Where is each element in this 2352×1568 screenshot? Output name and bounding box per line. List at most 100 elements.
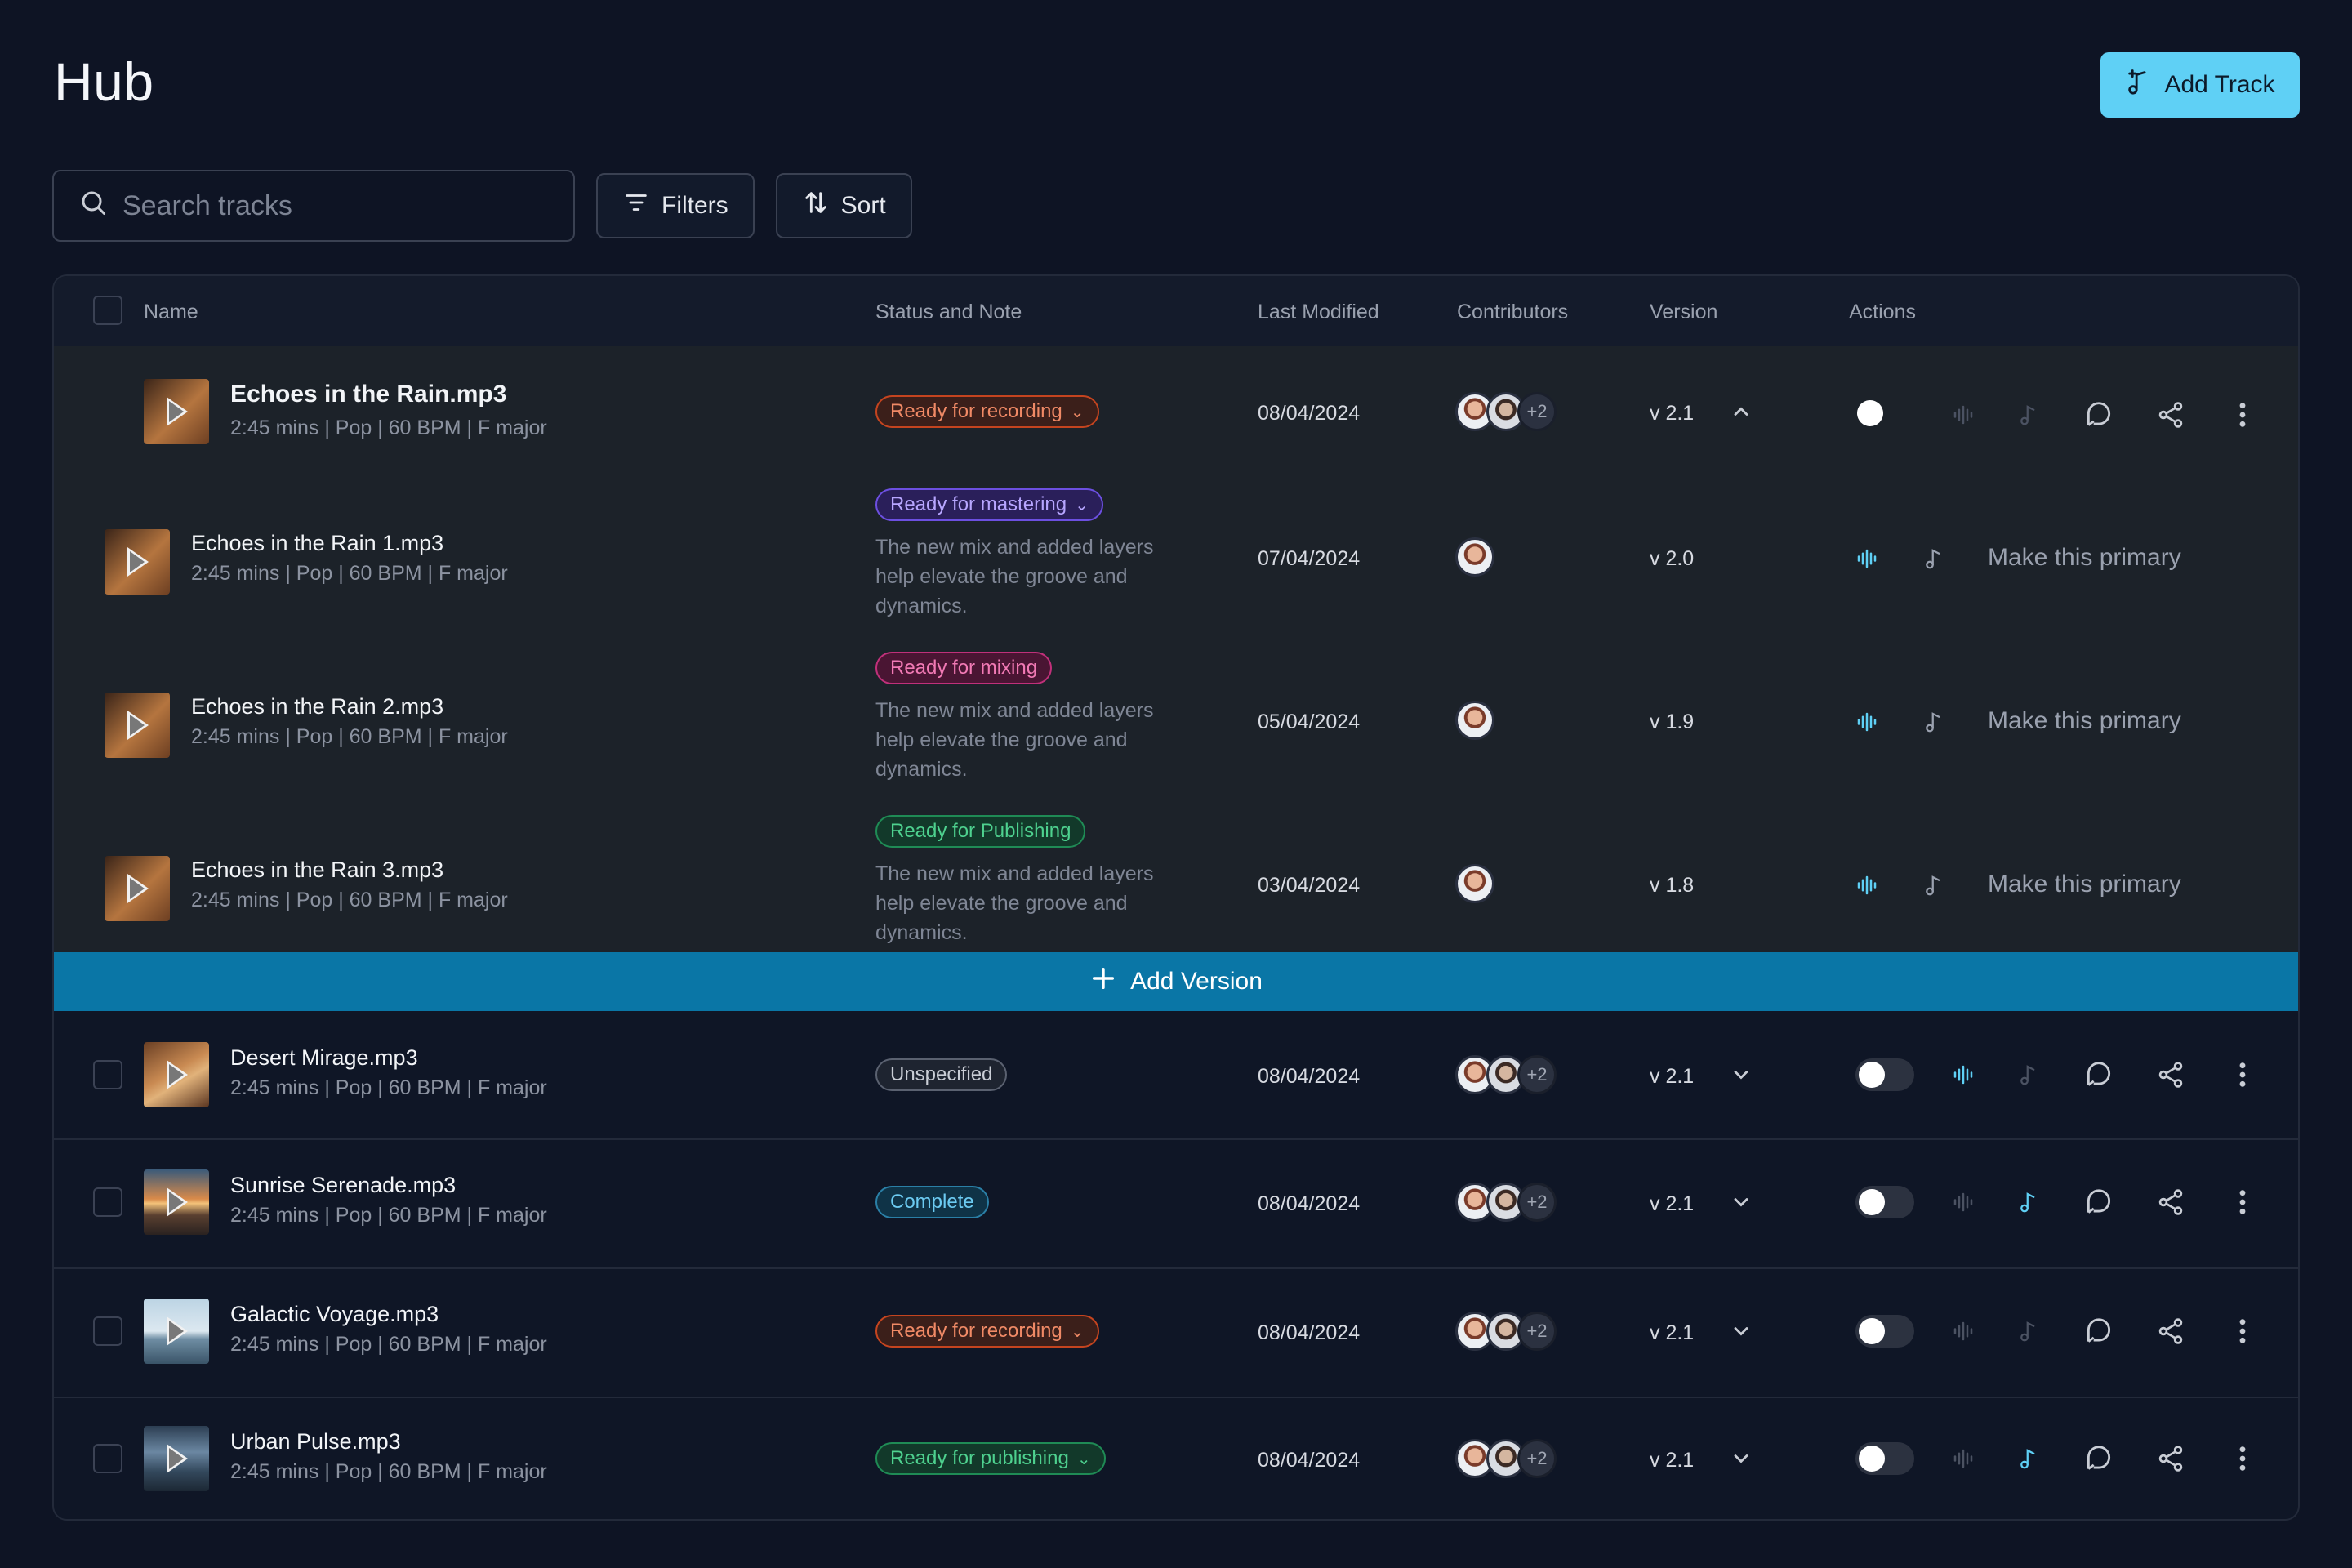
more-vertical-icon[interactable] bbox=[2226, 1441, 2259, 1477]
row-checkbox[interactable] bbox=[93, 1187, 122, 1217]
add-version-button[interactable]: Add Version bbox=[54, 952, 2298, 1011]
play-icon bbox=[127, 710, 149, 740]
table-row[interactable]: Desert Mirage.mp3 2:45 mins | Pop | 60 B… bbox=[54, 1011, 2298, 1138]
filters-button[interactable]: Filters bbox=[596, 173, 755, 238]
share-icon[interactable] bbox=[2153, 397, 2189, 433]
more-contributors-badge[interactable]: +2 bbox=[1517, 1055, 1557, 1094]
last-modified: 08/04/2024 bbox=[1258, 402, 1361, 425]
track-thumbnail[interactable] bbox=[144, 1169, 209, 1235]
track-thumbnail[interactable] bbox=[144, 1426, 209, 1491]
primary-toggle[interactable] bbox=[1855, 1058, 1914, 1091]
chevron-up-icon[interactable] bbox=[1725, 395, 1757, 428]
more-contributors-badge[interactable]: +2 bbox=[1517, 1183, 1557, 1222]
music-note-icon[interactable] bbox=[2012, 1442, 2045, 1475]
row-checkbox[interactable] bbox=[93, 1316, 122, 1346]
waveform-icon[interactable] bbox=[1851, 869, 1883, 902]
sort-label: Sort bbox=[840, 192, 886, 219]
waveform-icon[interactable] bbox=[1947, 1315, 1980, 1348]
music-note-icon[interactable] bbox=[2012, 1058, 2045, 1091]
music-note-icon[interactable] bbox=[2012, 399, 2045, 431]
track-thumbnail[interactable] bbox=[144, 1042, 209, 1107]
status-badge[interactable]: Ready for recording ⌄ bbox=[875, 1315, 1099, 1348]
version-thumbnail[interactable] bbox=[105, 529, 170, 595]
chevron-down-icon[interactable] bbox=[1725, 1186, 1757, 1218]
radio-dot-icon[interactable] bbox=[1855, 399, 1885, 428]
comment-icon[interactable] bbox=[2081, 1057, 2117, 1093]
version-row[interactable]: Echoes in the Rain 3.mp3 2:45 mins | Pop… bbox=[54, 808, 2298, 952]
more-contributors-badge[interactable]: +2 bbox=[1517, 1439, 1557, 1478]
track-thumbnail[interactable] bbox=[144, 379, 209, 444]
version-label: v 2.0 bbox=[1650, 547, 1695, 570]
track-meta: 2:45 mins | Pop | 60 BPM | F major bbox=[230, 416, 547, 439]
more-contributors-badge[interactable]: +2 bbox=[1517, 1312, 1557, 1351]
status-badge[interactable]: Unspecified bbox=[875, 1058, 1008, 1091]
column-modified[interactable]: Last Modified bbox=[1258, 301, 1379, 323]
chevron-down-icon[interactable] bbox=[1725, 1442, 1757, 1475]
music-note-icon[interactable] bbox=[1918, 706, 1950, 738]
waveform-icon[interactable] bbox=[1947, 1058, 1980, 1091]
status-badge[interactable]: Ready for recording ⌄ bbox=[875, 395, 1099, 428]
waveform-icon[interactable] bbox=[1851, 542, 1883, 575]
status-badge[interactable]: Complete bbox=[875, 1186, 989, 1218]
comment-icon[interactable] bbox=[2081, 1441, 2117, 1477]
comment-icon[interactable] bbox=[2081, 1313, 2117, 1349]
table-row[interactable]: Galactic Voyage.mp3 2:45 mins | Pop | 60… bbox=[54, 1269, 2298, 1396]
select-all-checkbox[interactable] bbox=[93, 296, 122, 325]
waveform-icon[interactable] bbox=[1947, 1442, 1980, 1475]
music-note-icon[interactable] bbox=[2012, 1186, 2045, 1218]
sort-button[interactable]: Sort bbox=[775, 173, 912, 238]
share-icon[interactable] bbox=[2153, 1057, 2189, 1093]
last-modified: 08/04/2024 bbox=[1258, 1065, 1361, 1088]
version-thumbnail[interactable] bbox=[105, 693, 170, 758]
comment-icon[interactable] bbox=[2081, 397, 2117, 433]
track-thumbnail[interactable] bbox=[144, 1298, 209, 1364]
make-primary-button[interactable]: Make this primary bbox=[1988, 707, 2181, 734]
primary-toggle[interactable] bbox=[1855, 1186, 1914, 1218]
share-icon[interactable] bbox=[2153, 1184, 2189, 1220]
play-icon bbox=[127, 547, 149, 577]
more-vertical-icon[interactable] bbox=[2226, 397, 2259, 433]
column-status[interactable]: Status and Note bbox=[875, 301, 1022, 323]
waveform-icon[interactable] bbox=[1851, 706, 1883, 738]
comment-icon[interactable] bbox=[2081, 1184, 2117, 1220]
more-vertical-icon[interactable] bbox=[2226, 1313, 2259, 1349]
share-icon[interactable] bbox=[2153, 1441, 2189, 1477]
status-label: Ready for mixing bbox=[890, 657, 1038, 679]
add-track-button[interactable]: Add Track bbox=[2100, 52, 2300, 118]
music-note-icon[interactable] bbox=[1918, 869, 1950, 902]
filters-label: Filters bbox=[662, 192, 728, 219]
status-badge[interactable]: Ready for mixing bbox=[875, 652, 1053, 684]
make-primary-button[interactable]: Make this primary bbox=[1988, 544, 2181, 571]
more-vertical-icon[interactable] bbox=[2226, 1057, 2259, 1093]
column-name[interactable]: Name bbox=[144, 301, 198, 323]
row-divider bbox=[54, 1267, 2298, 1269]
table-row[interactable]: Urban Pulse.mp3 2:45 mins | Pop | 60 BPM… bbox=[54, 1398, 2298, 1519]
row-checkbox[interactable] bbox=[93, 1444, 122, 1473]
primary-toggle[interactable] bbox=[1855, 1442, 1914, 1475]
chevron-down-icon[interactable] bbox=[1725, 1315, 1757, 1348]
track-name: Urban Pulse.mp3 bbox=[230, 1429, 401, 1454]
table-row-primary[interactable]: Echoes in the Rain.mp3 2:45 mins | Pop |… bbox=[54, 346, 2298, 482]
waveform-icon[interactable] bbox=[1947, 1186, 1980, 1218]
table-row[interactable]: Sunrise Serenade.mp3 2:45 mins | Pop | 6… bbox=[54, 1140, 2298, 1267]
status-badge[interactable]: Ready for publishing ⌄ bbox=[875, 1442, 1106, 1475]
more-vertical-icon[interactable] bbox=[2226, 1184, 2259, 1220]
music-note-icon[interactable] bbox=[1918, 542, 1950, 575]
music-note-icon[interactable] bbox=[2012, 1315, 2045, 1348]
version-thumbnail[interactable] bbox=[105, 856, 170, 921]
row-checkbox[interactable] bbox=[93, 1060, 122, 1089]
status-badge[interactable]: Ready for mastering ⌄ bbox=[875, 488, 1103, 521]
version-row[interactable]: Echoes in the Rain 2.mp3 2:45 mins | Pop… bbox=[54, 645, 2298, 802]
make-primary-button[interactable]: Make this primary bbox=[1988, 871, 2181, 898]
search-icon bbox=[78, 188, 108, 225]
column-contributors[interactable]: Contributors bbox=[1457, 301, 1569, 323]
more-contributors-badge[interactable]: +2 bbox=[1517, 392, 1557, 431]
column-version[interactable]: Version bbox=[1650, 301, 1718, 323]
waveform-icon[interactable] bbox=[1947, 399, 1980, 431]
chevron-down-icon[interactable] bbox=[1725, 1058, 1757, 1091]
search-input[interactable]: Search tracks bbox=[52, 170, 575, 242]
status-badge[interactable]: Ready for Publishing bbox=[875, 815, 1086, 848]
share-icon[interactable] bbox=[2153, 1313, 2189, 1349]
version-row[interactable]: Echoes in the Rain 1.mp3 2:45 mins | Pop… bbox=[54, 482, 2298, 639]
primary-toggle[interactable] bbox=[1855, 1315, 1914, 1348]
